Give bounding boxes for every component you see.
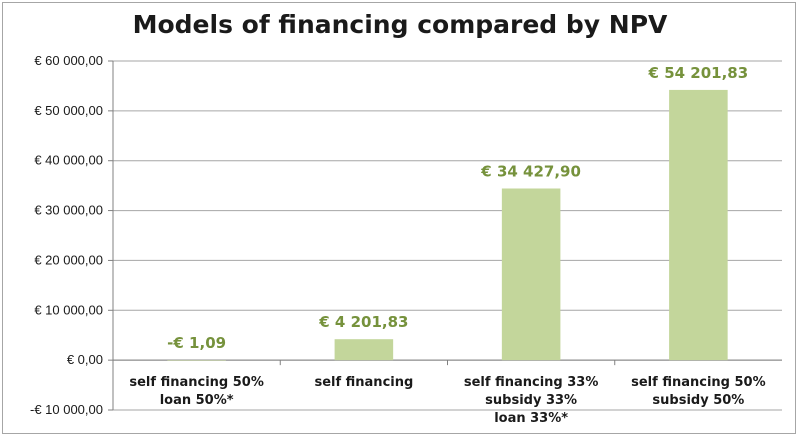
category-label-line: self financing: [314, 375, 413, 390]
bar: [167, 360, 226, 361]
category-label-line: loan 50%*: [160, 393, 234, 408]
category-label-line: self financing 33%: [464, 375, 598, 390]
category-label-line: subsidy 33%: [485, 393, 577, 408]
y-tick-label: € 20 000,00: [34, 252, 103, 267]
y-tick-label: € 0,00: [67, 352, 103, 367]
y-tick-label: -€ 10 000,00: [30, 402, 103, 417]
bar: [334, 339, 394, 361]
data-label: € 54 201,83: [648, 64, 749, 82]
y-tick-label: € 50 000,00: [34, 103, 103, 118]
chart-frame: [2, 2, 796, 434]
category-label-line: subsidy 50%: [652, 393, 744, 408]
category-label-line: self financing 50%: [129, 375, 263, 390]
category-label: self financing 50% subsidy 50%: [631, 375, 765, 408]
category-label: self financing 33% subsidy 33% loan 33%*: [464, 375, 598, 426]
data-label: € 34 427,90: [480, 162, 581, 180]
y-tick-label: € 60 000,00: [34, 53, 103, 68]
category-label-line: loan 33%*: [494, 411, 568, 426]
y-tick-label: € 40 000,00: [34, 153, 103, 168]
category-label: self financing 50% loan 50%*: [129, 375, 263, 408]
bar: [501, 188, 561, 361]
y-tick-label: € 30 000,00: [34, 203, 103, 218]
category-label: self financing: [314, 375, 413, 390]
chart-title: Models of financing compared by NPV: [132, 10, 668, 39]
data-label: -€ 1,09: [167, 334, 226, 352]
bar: [669, 89, 728, 361]
data-label: € 4 201,83: [318, 313, 408, 331]
y-tick-label: € 10 000,00: [34, 302, 103, 317]
category-label-line: self financing 50%: [631, 375, 765, 390]
